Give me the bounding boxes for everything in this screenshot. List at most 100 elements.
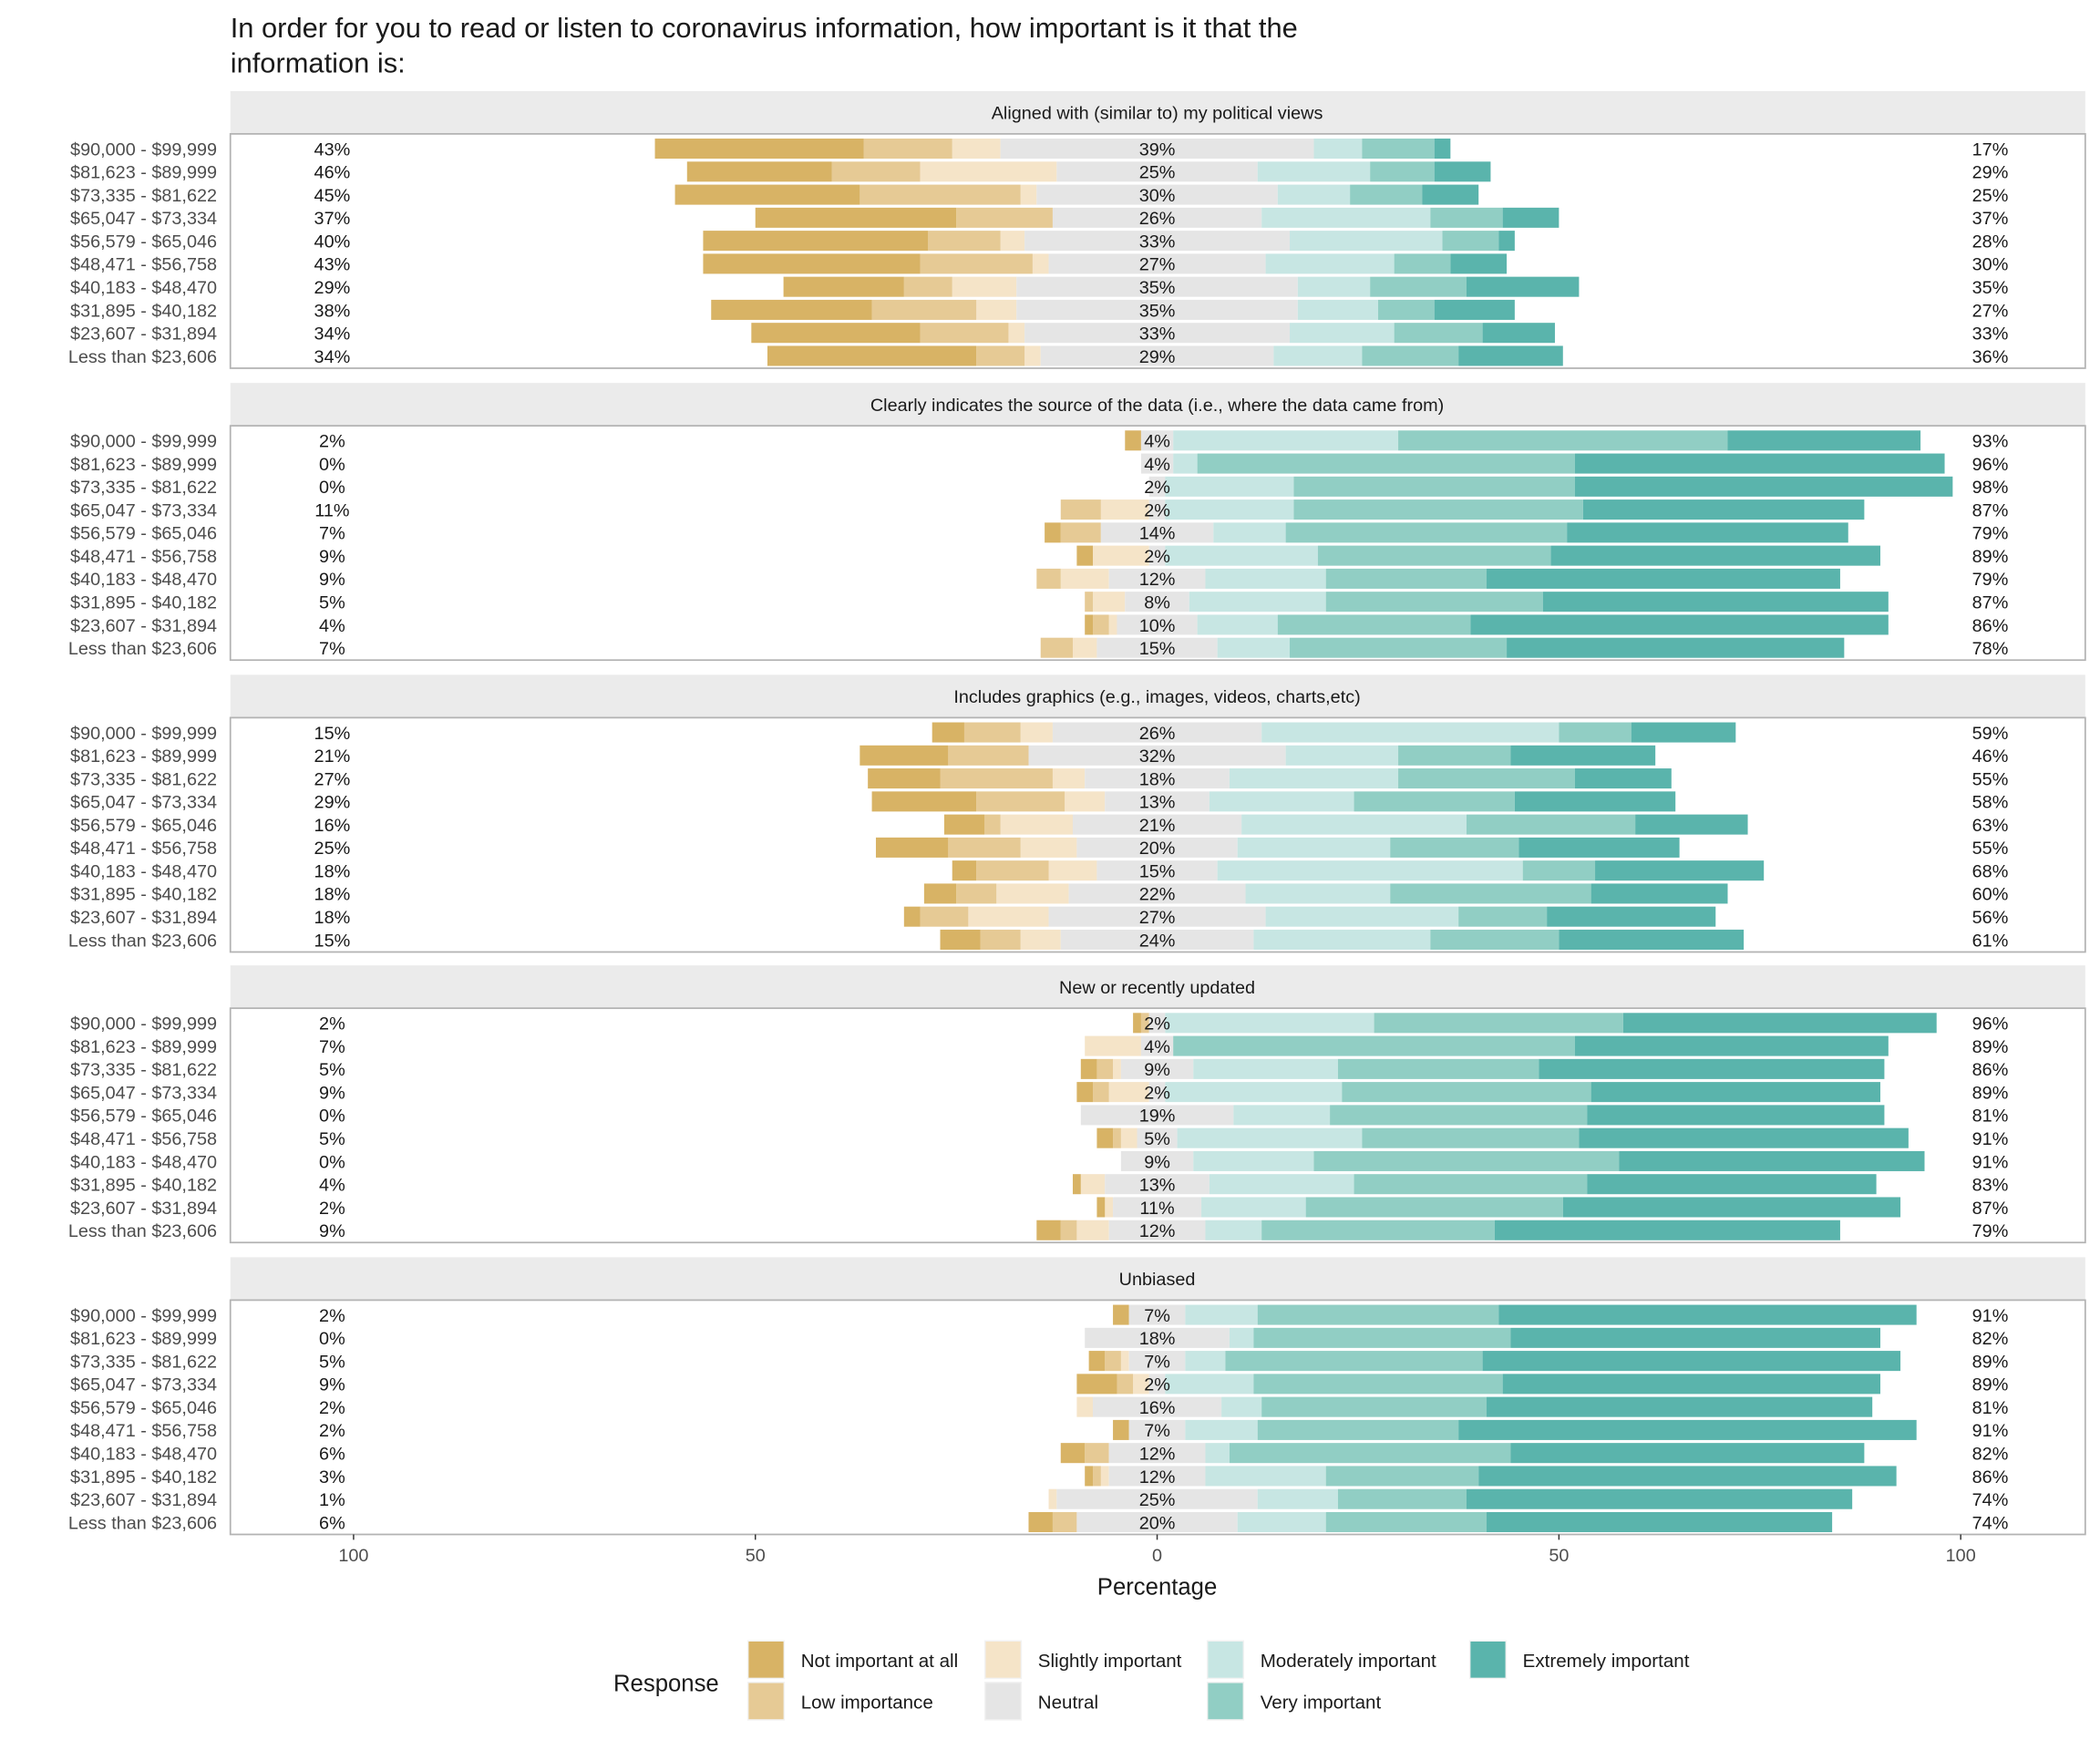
- y-tick-label: $56,579 - $65,046: [70, 1398, 217, 1418]
- bar-segment-low-importance: [1093, 1082, 1109, 1103]
- bar-segment-not-important-at-all: [1085, 614, 1094, 635]
- bar-segment-low-importance: [976, 860, 1049, 881]
- neutral-percent-label: 33%: [1139, 232, 1176, 252]
- bar-segment-very-important: [1390, 837, 1519, 858]
- bar-segment-neutral: [1085, 768, 1230, 789]
- bar-segment-neutral: [1100, 522, 1214, 543]
- panel-title: Clearly indicates the source of the data…: [870, 396, 1444, 416]
- neutral-percent-label: 18%: [1139, 1329, 1176, 1349]
- bar-segment-very-important: [1354, 791, 1515, 812]
- bar-segment-very-important: [1253, 1374, 1503, 1395]
- bar-segment-low-importance: [980, 929, 1021, 950]
- bar-segment-neutral: [1148, 1082, 1166, 1103]
- bar-segment-neutral: [1148, 545, 1166, 566]
- bar-segment-moderately-important: [1165, 545, 1318, 566]
- bar-segment-slightly-important: [1108, 614, 1117, 635]
- bar-segment-neutral: [1016, 276, 1298, 297]
- bar-segment-extremely-important: [1575, 453, 1945, 474]
- x-axis: 100 50 0 50 100: [338, 1534, 1976, 1566]
- bar-row: $40,183 - $48,470 9% 12% 79%: [70, 568, 2008, 590]
- neutral-percent-label: 7%: [1144, 1306, 1170, 1326]
- bar-segment-very-important: [1350, 184, 1423, 205]
- bar-segment-neutral: [1060, 929, 1254, 950]
- left-percent-label: 38%: [314, 301, 351, 321]
- right-percent-label: 87%: [1972, 500, 2009, 520]
- right-percent-label: 81%: [1972, 1398, 2009, 1418]
- right-percent-label: 81%: [1972, 1107, 2009, 1127]
- panel: Includes graphics (e.g., images, videos,…: [68, 674, 2086, 953]
- neutral-percent-label: 4%: [1144, 455, 1170, 475]
- bar-segment-extremely-important: [1542, 592, 1889, 612]
- neutral-percent-label: 7%: [1144, 1352, 1170, 1372]
- bar-segment-neutral: [1120, 1058, 1194, 1079]
- right-percent-label: 83%: [1972, 1176, 2009, 1196]
- bar-segment-neutral: [1120, 1150, 1194, 1171]
- panel-strip: [230, 90, 2085, 134]
- right-percent-label: 87%: [1972, 1199, 2009, 1219]
- y-tick-label: $23,607 - $31,894: [70, 908, 217, 928]
- left-percent-label: 5%: [319, 1352, 345, 1372]
- left-percent-label: 18%: [314, 885, 351, 905]
- bar-segment-low-importance: [956, 207, 1053, 228]
- y-tick-label: $65,047 - $73,334: [70, 500, 217, 520]
- bar-segment-very-important: [1261, 1396, 1488, 1417]
- bar-segment-very-important: [1285, 522, 1568, 543]
- bar-segment-extremely-important: [1502, 1374, 1881, 1395]
- bar-segment-low-importance: [963, 722, 1021, 743]
- bar-segment-extremely-important: [1487, 1396, 1873, 1417]
- panel-title: Unbiased: [1119, 1270, 1196, 1290]
- bar-segment-extremely-important: [1635, 814, 1748, 835]
- bar-segment-moderately-important: [1233, 1105, 1331, 1126]
- bar-segment-moderately-important: [1265, 906, 1459, 927]
- left-percent-label: 6%: [319, 1445, 345, 1465]
- bar-segment-very-important: [1354, 1174, 1588, 1195]
- bar-segment-not-important-at-all: [767, 345, 977, 366]
- bar-segment-extremely-important: [1494, 1220, 1840, 1240]
- bar-segment-very-important: [1325, 1511, 1488, 1532]
- bar-segment-not-important-at-all: [1076, 1374, 1117, 1395]
- neutral-percent-label: 2%: [1144, 1375, 1170, 1395]
- bar-segment-slightly-important: [1072, 637, 1097, 658]
- left-percent-label: 2%: [319, 1398, 345, 1418]
- neutral-percent-label: 12%: [1139, 1221, 1176, 1241]
- y-tick-label: $23,607 - $31,894: [70, 324, 217, 345]
- right-percent-label: 25%: [1972, 186, 2009, 206]
- bar-row: $65,047 - $73,334 9% 2% 89%: [70, 1082, 2008, 1103]
- neutral-percent-label: 15%: [1139, 639, 1176, 659]
- neutral-percent-label: 13%: [1139, 793, 1176, 813]
- bar-segment-moderately-important: [1205, 568, 1326, 589]
- left-percent-label: 1%: [319, 1490, 345, 1510]
- panel-strip: [230, 965, 2085, 1009]
- bar-segment-extremely-important: [1518, 837, 1680, 858]
- right-percent-label: 35%: [1972, 278, 2009, 298]
- bar-segment-slightly-important: [1120, 1351, 1129, 1372]
- bar-segment-slightly-important: [1133, 1374, 1149, 1395]
- bar-segment-slightly-important: [1076, 1220, 1109, 1240]
- bar-row: $48,471 - $56,758 2% 7% 91%: [70, 1419, 2008, 1441]
- bar-row: $90,000 - $99,999 2% 7% 91%: [70, 1304, 2008, 1326]
- bar-segment-slightly-important: [1024, 345, 1041, 366]
- bar-segment-neutral: [1128, 1419, 1186, 1440]
- bar-segment-neutral: [1125, 592, 1189, 612]
- bar-segment-not-important-at-all: [1060, 1443, 1086, 1464]
- bar-segment-very-important: [1257, 1419, 1459, 1440]
- bar-segment-low-importance: [948, 745, 1029, 766]
- right-percent-label: 79%: [1972, 1221, 2009, 1241]
- bar-segment-moderately-important: [1253, 929, 1431, 950]
- bar-segment-extremely-important: [1590, 883, 1728, 904]
- y-tick-label: $90,000 - $99,999: [70, 139, 217, 160]
- bar-segment-not-important-at-all: [1133, 1013, 1141, 1034]
- bar-segment-extremely-important: [1470, 614, 1889, 635]
- y-tick-label: $81,623 - $89,999: [70, 746, 217, 767]
- bar-segment-neutral: [1108, 568, 1206, 589]
- bar-segment-moderately-important: [1209, 1174, 1354, 1195]
- bar-segment-extremely-important: [1579, 1127, 1909, 1148]
- left-percent-label: 21%: [314, 746, 351, 767]
- y-tick-label: $31,895 - $40,182: [70, 593, 217, 613]
- panel-title: Includes graphics (e.g., images, videos,…: [953, 687, 1360, 707]
- legend-swatch: [748, 1683, 784, 1720]
- bar-segment-moderately-important: [1185, 1419, 1258, 1440]
- bar-segment-not-important-at-all: [1085, 1466, 1094, 1487]
- bar-segment-extremely-important: [1450, 253, 1508, 274]
- bar-segment-neutral: [1048, 906, 1266, 927]
